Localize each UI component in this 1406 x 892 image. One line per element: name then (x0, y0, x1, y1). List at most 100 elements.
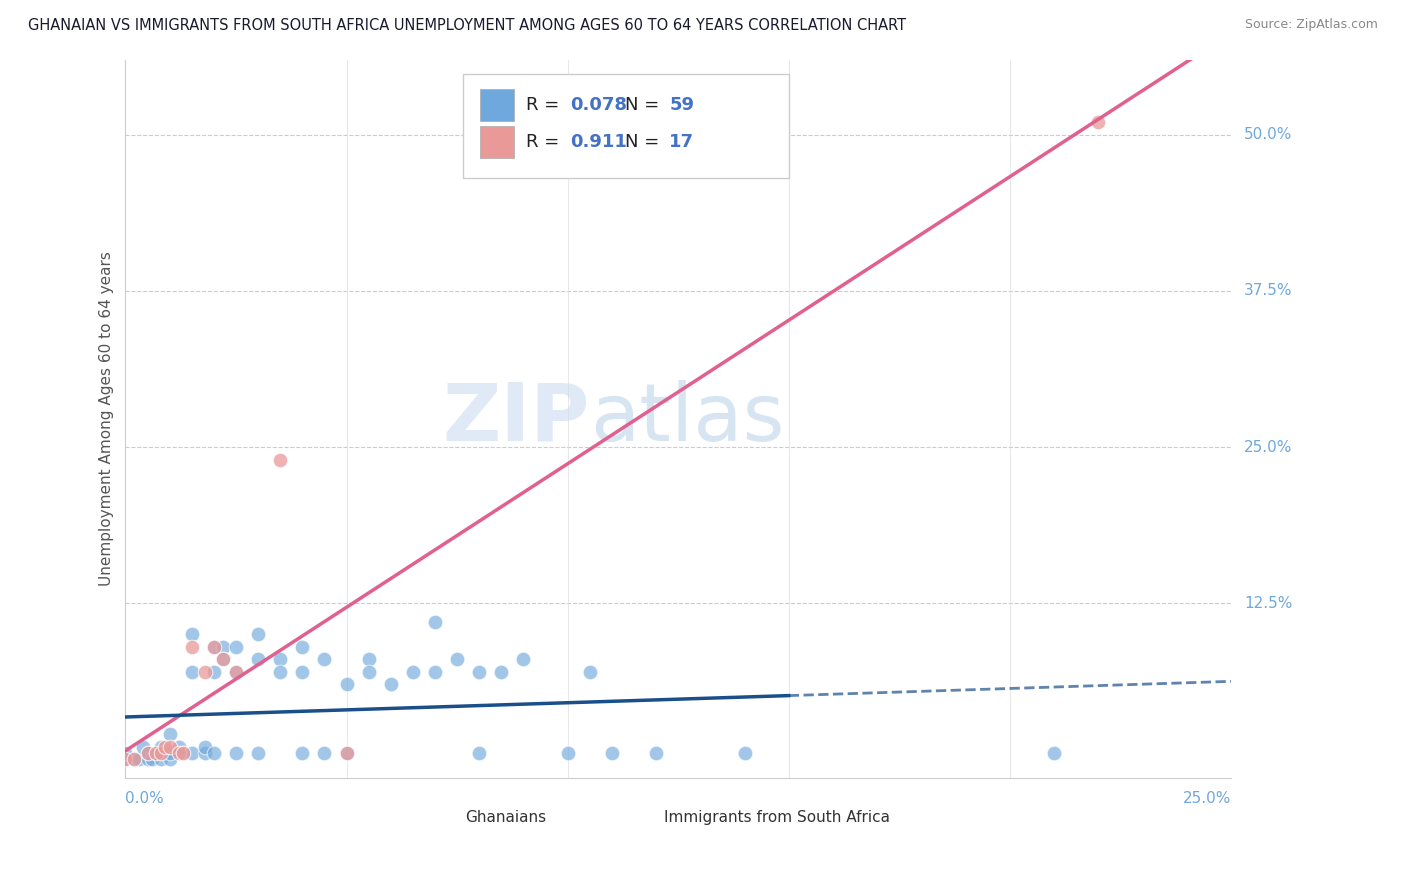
Point (114, 746, 136, 760)
Point (159, 746, 181, 760)
Point (423, 665, 446, 679)
Point (291, 746, 314, 760)
Point (145, 746, 167, 760)
Point (145, 746, 167, 760)
Text: 25.0%: 25.0% (1244, 440, 1292, 455)
Text: 59: 59 (669, 95, 695, 114)
Point (468, 665, 491, 679)
Point (335, 677, 357, 691)
Point (468, 746, 491, 760)
Text: 0.078: 0.078 (569, 95, 627, 114)
Point (1043, 746, 1066, 760)
Text: N =: N = (626, 95, 665, 114)
Text: 25.0%: 25.0% (1182, 790, 1232, 805)
Point (600, 746, 623, 760)
Point (194, 739, 217, 754)
Point (194, 746, 217, 760)
Text: 12.5%: 12.5% (1244, 596, 1292, 611)
Text: Source: ZipAtlas.com: Source: ZipAtlas.com (1244, 18, 1378, 31)
Point (314, 652, 336, 666)
Point (357, 652, 380, 666)
Point (159, 739, 181, 754)
Text: 0.911: 0.911 (569, 133, 627, 152)
Point (136, 746, 159, 760)
Point (734, 746, 756, 760)
Point (167, 746, 190, 760)
Point (149, 739, 172, 754)
Point (202, 640, 225, 654)
Point (446, 652, 468, 666)
Point (128, 752, 150, 766)
Point (291, 665, 314, 679)
Point (124, 752, 146, 766)
Point (335, 746, 357, 760)
Text: R =: R = (526, 95, 565, 114)
Text: ZIP: ZIP (443, 380, 589, 458)
Point (423, 615, 446, 629)
Point (225, 665, 247, 679)
Point (211, 640, 233, 654)
Point (180, 627, 202, 641)
Point (167, 739, 190, 754)
Text: 50.0%: 50.0% (1244, 127, 1292, 142)
Point (402, 665, 425, 679)
Point (645, 746, 668, 760)
Text: Ghanaians: Ghanaians (465, 810, 546, 825)
FancyBboxPatch shape (481, 89, 513, 120)
Point (269, 452, 291, 467)
Point (225, 746, 247, 760)
Point (172, 746, 194, 760)
Point (136, 752, 159, 766)
Text: 17: 17 (669, 133, 695, 152)
Y-axis label: Unemployment Among Ages 60 to 64 years: Unemployment Among Ages 60 to 64 years (100, 252, 114, 586)
Point (491, 665, 513, 679)
Point (159, 727, 181, 741)
Point (269, 652, 291, 666)
Point (124, 752, 146, 766)
Point (225, 640, 247, 654)
Point (211, 652, 233, 666)
Point (578, 665, 600, 679)
Point (247, 652, 270, 666)
Point (314, 746, 336, 760)
FancyBboxPatch shape (481, 127, 513, 158)
Point (180, 640, 202, 654)
FancyBboxPatch shape (429, 805, 456, 830)
Point (357, 665, 380, 679)
Point (225, 665, 247, 679)
Point (335, 746, 357, 760)
Point (557, 746, 579, 760)
Point (141, 752, 163, 766)
Point (194, 665, 217, 679)
Point (291, 640, 314, 654)
Point (380, 677, 402, 691)
Text: 0.0%: 0.0% (125, 790, 165, 805)
Text: atlas: atlas (589, 380, 785, 458)
Point (202, 640, 225, 654)
Point (155, 739, 177, 754)
Point (1087, 115, 1109, 129)
Text: R =: R = (526, 133, 571, 152)
Text: Immigrants from South Africa: Immigrants from South Africa (664, 810, 890, 825)
Point (114, 752, 136, 766)
Point (202, 746, 225, 760)
Point (247, 627, 270, 641)
FancyBboxPatch shape (627, 805, 654, 830)
Point (180, 746, 202, 760)
Point (180, 665, 202, 679)
FancyBboxPatch shape (463, 74, 789, 178)
Point (149, 746, 172, 760)
Point (211, 652, 233, 666)
Point (136, 746, 159, 760)
Point (172, 746, 194, 760)
Point (202, 665, 225, 679)
Text: N =: N = (626, 133, 665, 152)
Point (149, 752, 172, 766)
Point (114, 752, 136, 766)
Point (247, 746, 270, 760)
Point (132, 739, 155, 754)
Point (159, 752, 181, 766)
Text: 37.5%: 37.5% (1244, 284, 1292, 298)
Point (155, 746, 177, 760)
Point (269, 665, 291, 679)
